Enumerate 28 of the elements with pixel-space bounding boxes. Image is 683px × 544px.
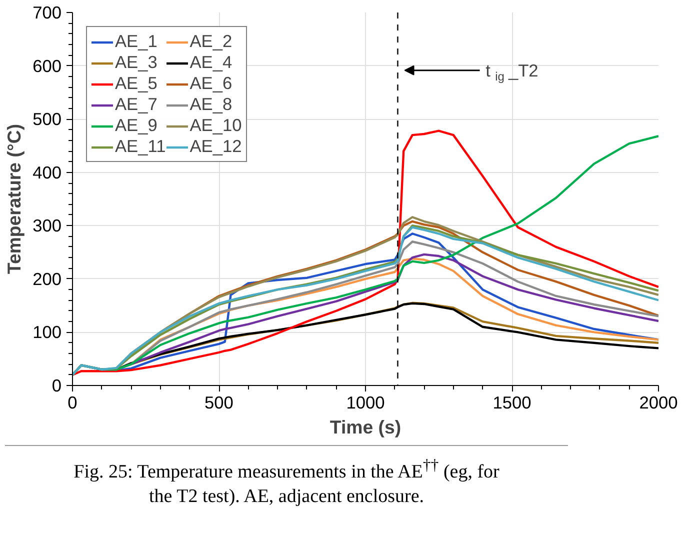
legend-label: AE_4 [190,52,232,73]
x-tick-label: 1000 [346,392,385,412]
legend-label: AE_12 [190,136,242,157]
y-tick-label: 700 [32,2,62,22]
y-tick-label: 400 [32,162,62,182]
x-tick-label: 1500 [492,392,532,412]
legend-label: AE_7 [115,94,158,115]
legend-label: AE_3 [115,52,158,73]
y-axis-title: Temperature (°C) [4,124,25,274]
y-tick-label: 100 [32,322,62,342]
x-tick-label: 0 [68,392,78,412]
caption: Fig. 25: Temperature measurements in the AE$^{††}$ (eg, for the T2 test). AE, adjacent enclosure. [5,445,568,510]
legend-label: AE_8 [190,94,232,115]
legend-label: AE_9 [115,115,158,136]
legend-label: AE_11 [115,136,166,157]
x-tick-label: 2000 [639,392,678,412]
x-tick-label: 500 [204,392,234,412]
y-tick-label: 500 [32,109,62,130]
x-axis-title: Time (s) [330,416,402,438]
legend-label: AE_5 [115,73,158,94]
y-tick-label: 600 [32,56,62,76]
y-tick-label: 200 [32,268,62,289]
legend-label: AE_1 [115,31,158,52]
legend-label: AE_6 [190,73,232,94]
legend-label: AE_2 [190,31,232,52]
legend-label: AE_10 [190,115,242,136]
y-tick-label: 0 [52,376,62,396]
y-tick-label: 300 [32,216,62,236]
